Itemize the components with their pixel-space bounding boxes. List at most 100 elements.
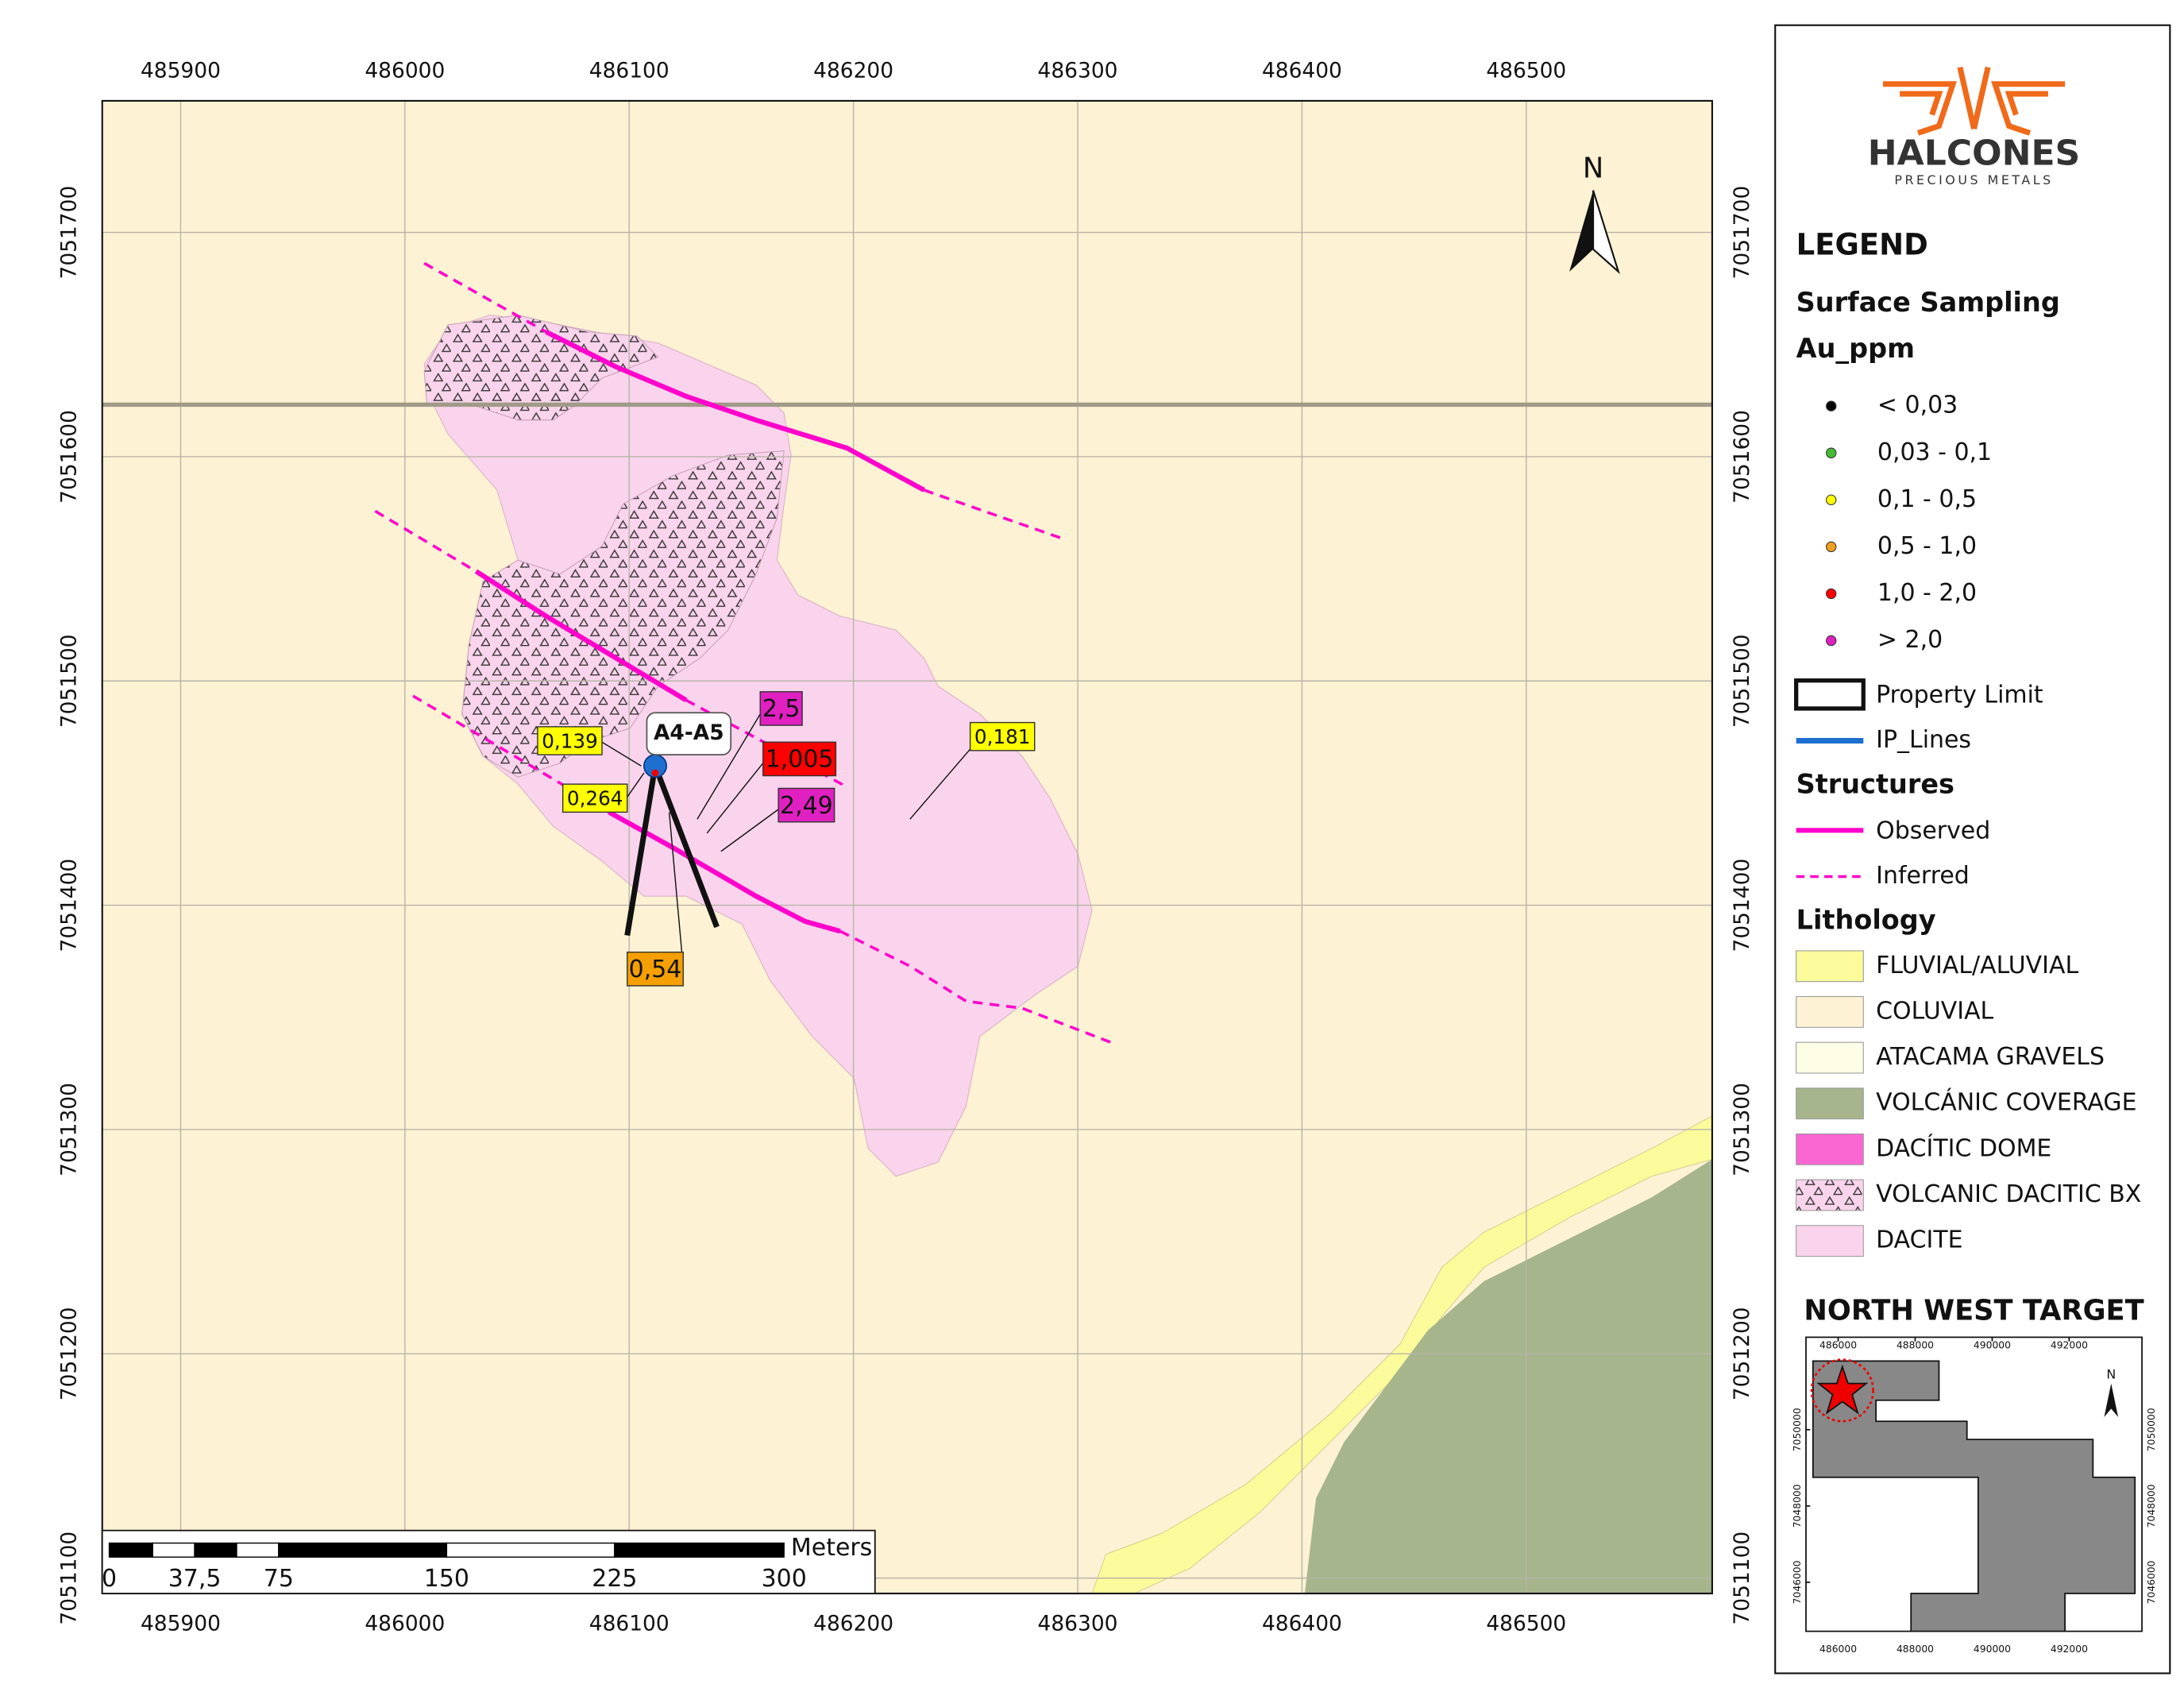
y-tick-label: 7051400 [1730, 859, 1754, 952]
scale-segment [194, 1542, 237, 1558]
legend-label: IP_Lines [1876, 726, 1971, 754]
lithology-swatch [1796, 1225, 1864, 1257]
lithology-swatch [1796, 1041, 1864, 1074]
x-tick-label: 485900 [141, 1611, 221, 1636]
legend-label: Inferred [1876, 862, 1970, 890]
legend-title: LEGEND [1796, 228, 1928, 262]
inset-y-tick: 7050000 [1792, 1408, 1803, 1451]
y-tick-label: 7051700 [1730, 186, 1754, 280]
sample-label-box [778, 787, 835, 823]
inset-x-tick: 490000 [1974, 1340, 2011, 1351]
leaders [601, 713, 971, 952]
y-tick-label: 7051500 [1730, 634, 1754, 728]
lithology-swatch [1796, 1179, 1864, 1211]
x-tick-label: 486000 [365, 1611, 445, 1636]
x-tick-label: 486300 [1038, 58, 1118, 83]
au-symbol [1826, 494, 1837, 506]
logo-text: HALCONES [1868, 133, 2080, 174]
inset-x-tick: 488000 [1897, 1644, 1934, 1655]
scale-label: 225 [592, 1565, 637, 1593]
y-tick-label: 7051400 [57, 859, 82, 952]
scale-segment [446, 1542, 615, 1558]
sample-label-box [627, 951, 684, 987]
inset-north-arrow [2104, 1383, 2119, 1417]
drill-label: A4-A5 [654, 720, 724, 745]
sample-point [651, 769, 659, 777]
legend: < 0,03 0,03 - 0,1 0,1 - 0,5 0,5 - 1,0 1,0 - … [1796, 392, 2141, 1257]
au-symbol [1826, 541, 1837, 553]
sample-label: 2,5 [762, 695, 801, 723]
volcanic-coverage [1304, 1159, 1712, 1594]
x-tick-label: 485900 [141, 58, 221, 83]
sample-label: 0,54 [629, 956, 682, 983]
sample-label: 0,181 [974, 725, 1031, 748]
lithology-swatch [1796, 1133, 1864, 1165]
lithology-swatch [1796, 996, 1864, 1028]
legend-label: Observed [1876, 817, 1990, 845]
scale-segment [278, 1542, 448, 1558]
inset-ticks: 486000 486000 488000 488000 490000 490000 4920… [1792, 1337, 2157, 1655]
scale-label: 150 [424, 1565, 469, 1593]
legend-heading: Surface Sampling [1796, 287, 2060, 318]
drill-holes [624, 764, 720, 937]
structures [374, 261, 1114, 1045]
scale-segment [236, 1542, 280, 1558]
y-tick-label: 7051100 [1730, 1532, 1754, 1625]
legend-heading: Structures [1796, 768, 1954, 799]
legend-label: FLUVIAL/ALUVIAL [1876, 952, 2078, 979]
legend-label: VOLCÁNIC COVERAGE [1876, 1088, 2136, 1117]
sample-label-box [561, 783, 628, 813]
map-body: A4-A5 0,139 0,264 0,181 2,5 1,005 2,49 0,54 [102, 100, 1712, 1594]
x-tick-label: 486100 [589, 1611, 669, 1636]
y-tick-label: 7051600 [57, 410, 82, 504]
inferred-fault [839, 929, 1114, 1045]
y-tick-label: 7051200 [1730, 1307, 1754, 1400]
inset-title: NORTH WEST TARGET [1804, 1295, 2143, 1327]
sample-label-box [759, 691, 803, 726]
scale-segment [614, 1542, 785, 1558]
property-area [1812, 1360, 2136, 1632]
scale-label: 0 [102, 1565, 117, 1593]
inset-x-tick: 492000 [2051, 1644, 2088, 1655]
inset-x-tick: 488000 [1897, 1340, 1934, 1351]
legend-heading: Lithology [1796, 904, 1936, 935]
x-tick-label: 486400 [1262, 1611, 1342, 1636]
inset-x-tick: 490000 [1974, 1644, 2011, 1655]
au-symbol [1826, 447, 1837, 458]
inferred-fault [923, 489, 1065, 541]
scale-label: 37,5 [168, 1565, 222, 1593]
legend-label: VOLCANIC DACITIC BX [1876, 1180, 2141, 1208]
legend-heading: Au_ppm [1796, 333, 1915, 364]
lithology-swatch [1796, 950, 1864, 983]
scale-segment [152, 1542, 195, 1558]
drill-label-box [646, 712, 732, 756]
legend-label: 0,1 - 0,5 [1877, 485, 1977, 513]
inset-y-tick: 7046000 [1792, 1560, 1803, 1604]
map-frame [101, 99, 1713, 1595]
dacitic-bx [461, 450, 785, 778]
x-tick-label: 486300 [1038, 1611, 1118, 1636]
north-arrow: N [1569, 152, 1620, 275]
sample-label: 0,264 [567, 787, 623, 810]
x-tick-label: 486200 [813, 1611, 893, 1636]
logo-sub: PRECIOUS METALS [1894, 172, 2053, 187]
fluvial [1091, 1115, 1712, 1594]
au-symbol [1826, 588, 1837, 600]
x-tick-label: 486400 [1262, 58, 1342, 83]
lithology-swatch [1796, 1087, 1864, 1120]
grid [102, 100, 1712, 1594]
au-symbol [1826, 635, 1837, 647]
scale-box [101, 1529, 876, 1594]
legend-label: ATACAMA GRAVELS [1876, 1043, 2105, 1071]
scale-unit: Meters [791, 1534, 872, 1562]
legend-label: 1,0 - 2,0 [1877, 579, 1977, 607]
logo [1882, 66, 2066, 136]
observed-fault [608, 809, 841, 934]
inset-x-tick: 486000 [1819, 1644, 1857, 1655]
legend-label: 0,5 - 1,0 [1877, 532, 1977, 560]
legend-label: Property Limit [1876, 682, 2043, 709]
x-tick-label: 486000 [365, 58, 445, 83]
inset-y-tick: 7050000 [2146, 1408, 2157, 1451]
x-tick-label: 486500 [1486, 1611, 1566, 1636]
scale-label: 75 [264, 1565, 294, 1593]
